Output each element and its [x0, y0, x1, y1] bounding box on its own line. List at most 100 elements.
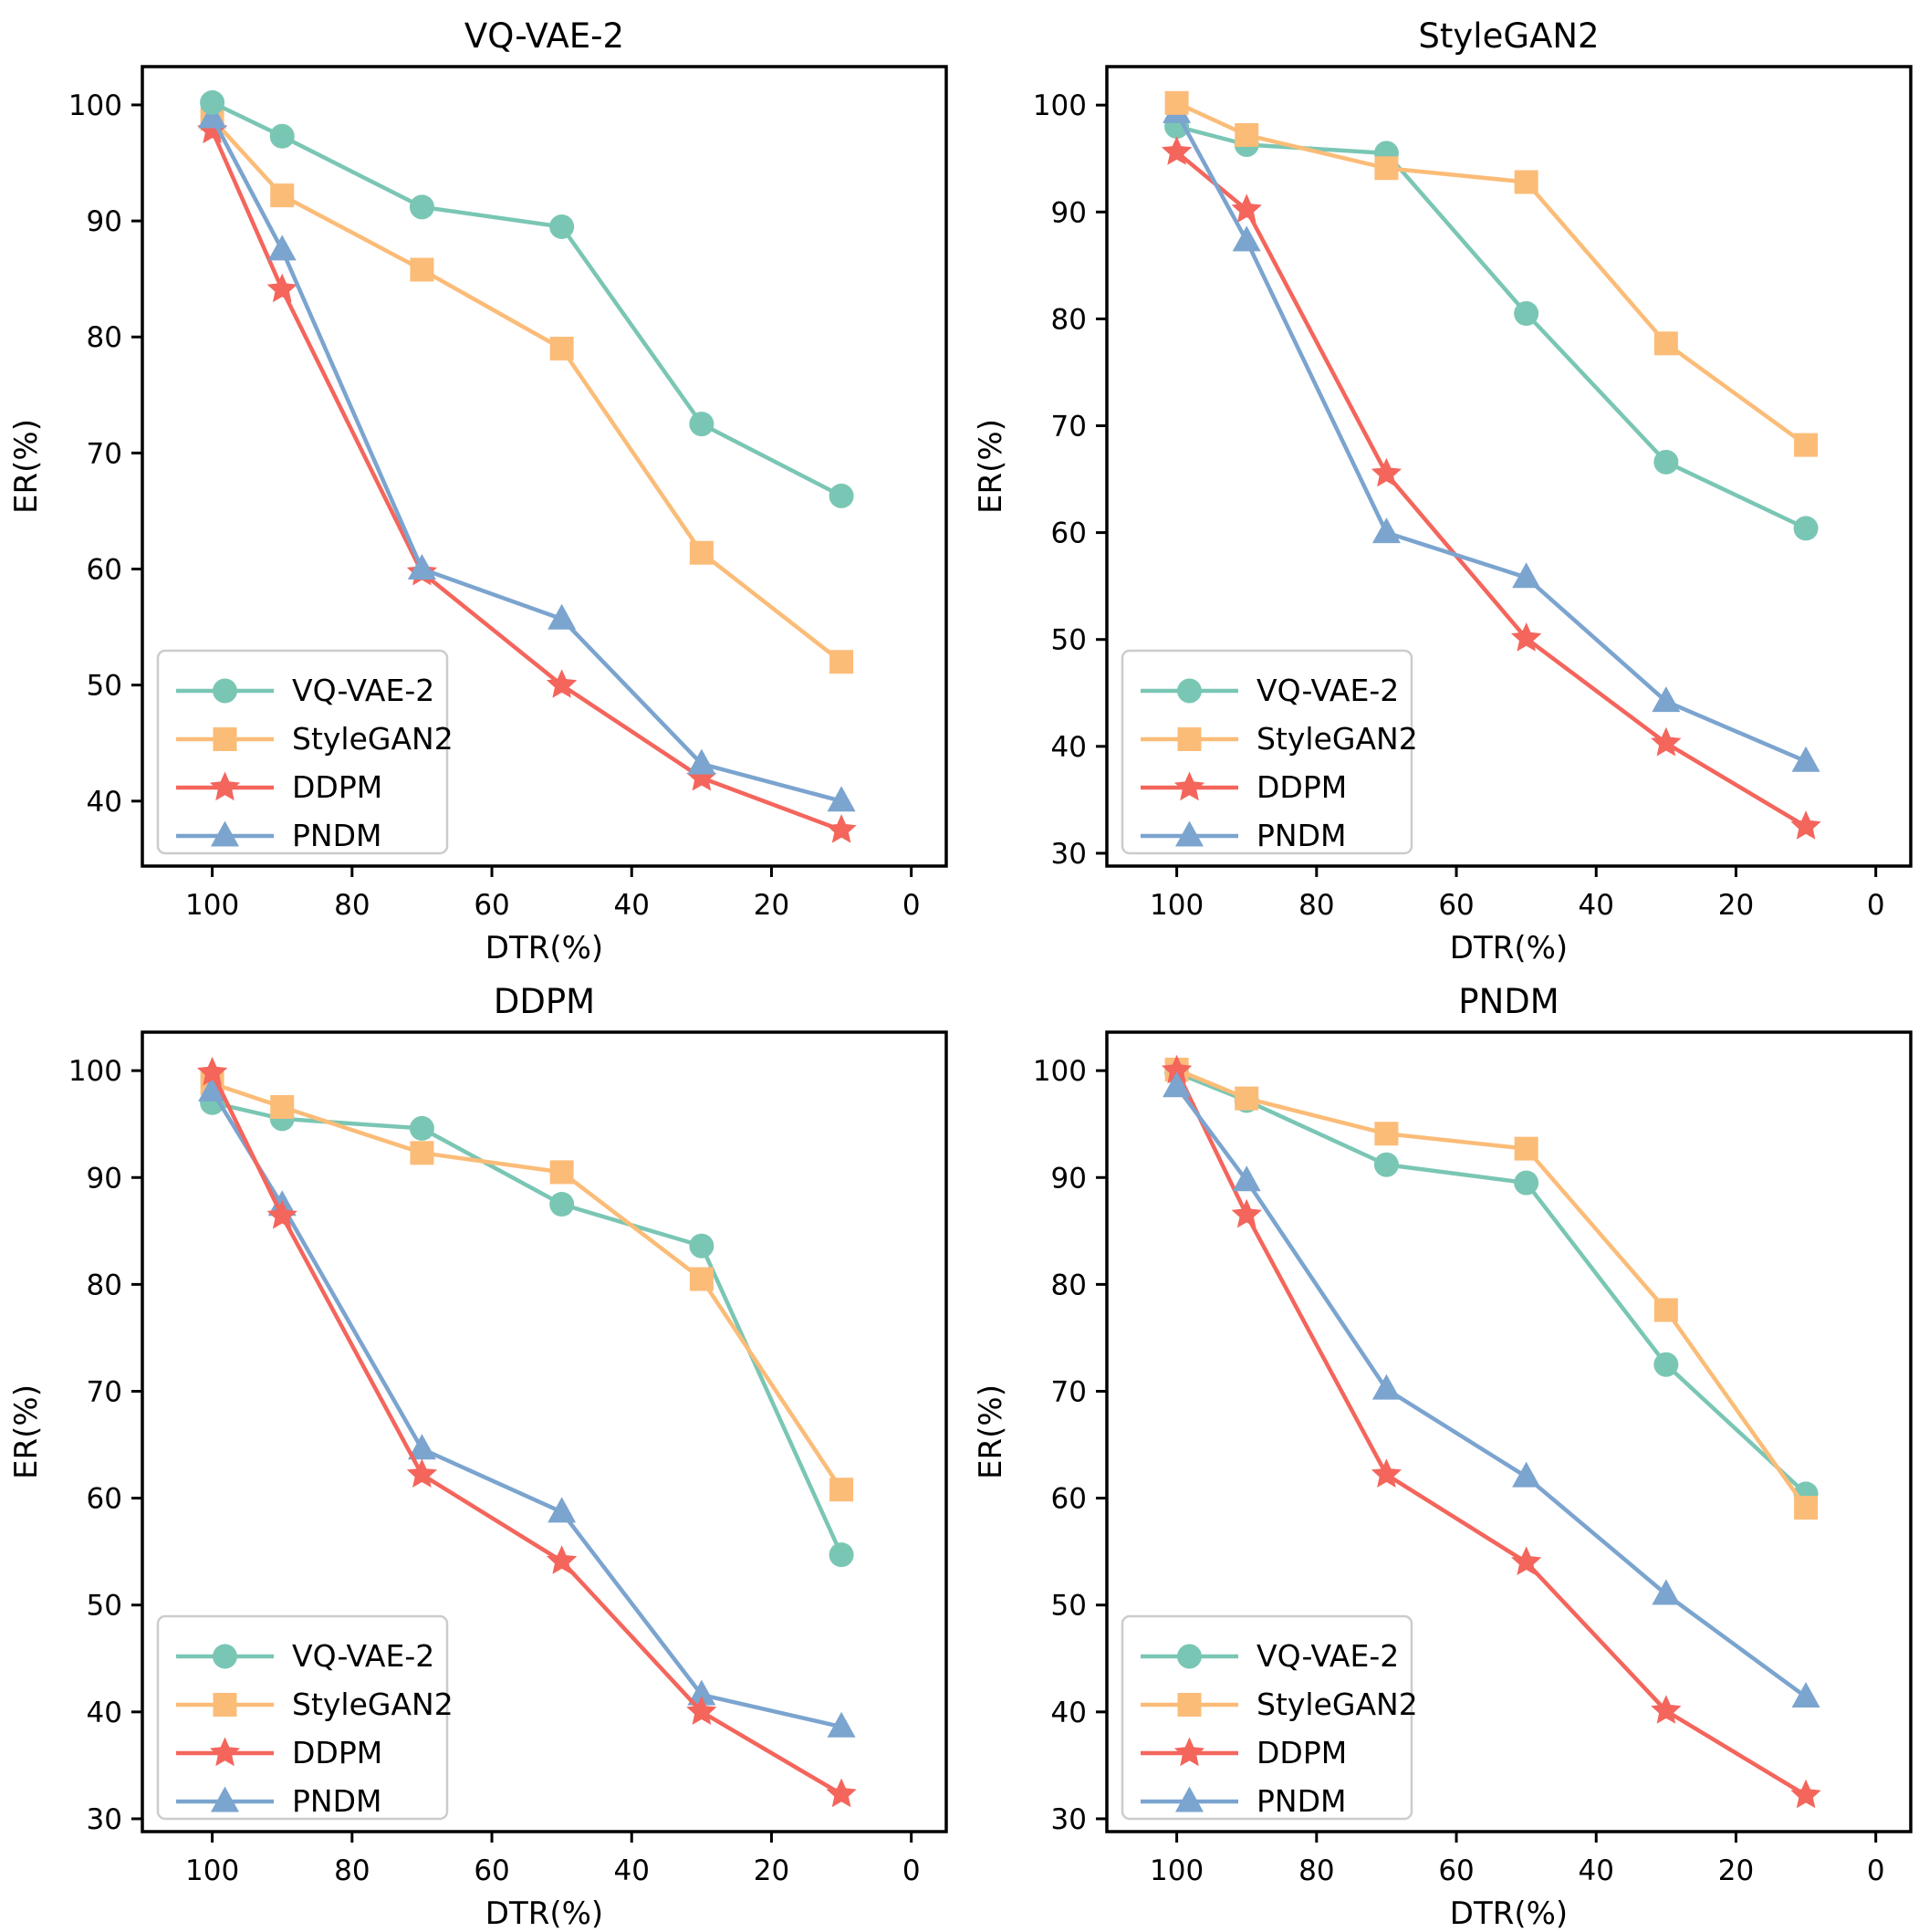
y-tick-label: 90 [87, 1162, 122, 1195]
series-marker-ddpm [826, 814, 857, 843]
x-axis-label: DTR(%) [485, 930, 603, 966]
series-marker-pndm [1512, 562, 1541, 589]
x-tick-label: 80 [334, 889, 370, 922]
series-marker-vq-vae-2 [200, 89, 225, 115]
series-marker-pndm [407, 1434, 436, 1460]
series-marker-vq-vae-2 [409, 194, 434, 220]
series-marker-stylegan2 [1514, 1136, 1538, 1161]
y-tick-label: 60 [87, 1483, 122, 1516]
chart-svg-vq-vae-2: 100 80 60 40 20 0 40 50 60 70 80 90 100 VQ-VAE-2 Style… [8, 16, 948, 966]
y-tick-label: 100 [68, 89, 122, 122]
legend-label-stylegan2: StyleGAN2 [1256, 1687, 1418, 1722]
legend-marker-vq-vae-2 [213, 678, 237, 704]
series-marker-stylegan2 [1653, 1298, 1678, 1322]
series-line-stylegan2 [210, 116, 844, 664]
series-line-vq-vae-2 [210, 1101, 844, 1557]
series-line-vq-vae-2 [210, 100, 844, 498]
series-marker-stylegan2 [1653, 331, 1678, 356]
series-line-pndm [210, 1089, 844, 1729]
series-marker-vq-vae-2 [549, 1192, 575, 1217]
y-tick-label: 60 [1051, 1483, 1087, 1516]
y-tick-label: 80 [87, 1269, 122, 1301]
series-marker-ddpm [1511, 1546, 1542, 1575]
series-marker-stylegan2 [1794, 1496, 1819, 1520]
series-marker-stylegan2 [1374, 156, 1399, 181]
series-marker-pndm [1512, 1461, 1541, 1488]
legend-label-ddpm: DDPM [292, 1735, 382, 1770]
legend-label-stylegan2: StyleGAN2 [1256, 721, 1418, 757]
series-marker-vq-vae-2 [829, 1542, 854, 1568]
series-line-stylegan2 [1174, 1067, 1809, 1510]
y-tick-label: 60 [1051, 517, 1087, 550]
series-marker-pndm [407, 554, 436, 580]
x-tick-label: 60 [474, 1854, 509, 1887]
x-tick-label: 40 [614, 889, 650, 922]
axes-frame [1105, 1030, 1913, 1833]
y-tick-label: 40 [1051, 731, 1087, 764]
y-tick-label: 90 [87, 205, 122, 238]
legend-label-pndm: PNDM [292, 1783, 381, 1819]
x-tick-label: 60 [474, 889, 509, 922]
x-tick-label: 100 [185, 889, 239, 922]
series-marker-vq-vae-2 [1793, 516, 1819, 541]
series-marker-pndm [547, 1497, 577, 1523]
y-tick-label: 70 [1051, 410, 1087, 443]
legend-marker-pndm [1175, 820, 1204, 847]
plot-title: StyleGAN2 [1418, 16, 1599, 56]
legend-marker-pndm [211, 820, 239, 847]
series-marker-ddpm [1231, 193, 1262, 224]
series-marker-vq-vae-2 [689, 412, 714, 437]
legend: VQ-VAE-2 StyleGAN2 DDPM PNDM [156, 649, 454, 855]
series-marker-stylegan2 [270, 183, 295, 208]
x-tick-label: 60 [1438, 889, 1474, 922]
y-axis-label: ER(%) [8, 1384, 45, 1479]
series-marker-vq-vae-2 [409, 1115, 434, 1141]
series-marker-pndm [1232, 225, 1261, 252]
legend-label-vq-vae-2: VQ-VAE-2 [292, 673, 434, 708]
x-tick-label: 40 [614, 1854, 650, 1887]
y-tick-label: 50 [1051, 624, 1087, 657]
series-marker-ddpm [1231, 1198, 1262, 1228]
series-marker-vq-vae-2 [549, 214, 575, 239]
series-marker-stylegan2 [549, 1160, 574, 1185]
chart-svg-ddpm: 100 80 60 40 20 0 30 40 50 60 70 80 90 100 VQ-VAE-2 Sty… [8, 982, 948, 1932]
series-marker-stylegan2 [1794, 433, 1819, 457]
series-marker-stylegan2 [829, 650, 854, 674]
x-tick-label: 20 [754, 1854, 789, 1887]
y-tick-label: 90 [1051, 196, 1087, 229]
series-marker-vq-vae-2 [1514, 1170, 1539, 1196]
series-marker-vq-vae-2 [829, 483, 854, 508]
series-marker-pndm [1652, 1579, 1681, 1605]
legend: VQ-VAE-2 StyleGAN2 DDPM PNDM [156, 1614, 454, 1821]
series-marker-ddpm [547, 669, 578, 698]
x-axis-label: DTR(%) [485, 1895, 603, 1932]
series-marker-ddpm [1371, 457, 1402, 487]
y-tick-label: 50 [87, 1590, 122, 1623]
series-marker-ddpm [1162, 1054, 1193, 1084]
x-tick-label: 20 [754, 889, 789, 922]
series-marker-pndm [198, 102, 227, 129]
y-tick-label: 60 [87, 554, 122, 587]
series-marker-ddpm [1790, 1779, 1821, 1809]
x-tick-label: 0 [902, 1854, 921, 1887]
y-axis-label: ER(%) [973, 1384, 1009, 1479]
legend-label-ddpm: DDPM [1256, 1735, 1347, 1770]
legend-marker-pndm [1175, 1786, 1204, 1812]
legend-label-pndm: PNDM [1256, 818, 1346, 853]
y-tick-label: 40 [87, 1697, 122, 1729]
series-marker-stylegan2 [1374, 1122, 1399, 1146]
series-marker-stylegan2 [1235, 1086, 1259, 1111]
legend-label-pndm: PNDM [1256, 1783, 1346, 1819]
series-marker-pndm [1232, 1165, 1261, 1192]
series-marker-ddpm [1651, 1695, 1682, 1724]
x-tick-label: 20 [1718, 1854, 1754, 1887]
y-tick-label: 50 [87, 670, 122, 703]
y-tick-label: 30 [1051, 1803, 1087, 1836]
series-marker-vq-vae-2 [1653, 1352, 1679, 1377]
x-tick-label: 0 [902, 889, 921, 922]
series-marker-pndm [1791, 746, 1820, 772]
series-marker-ddpm [197, 1057, 228, 1086]
y-tick-label: 80 [1051, 1269, 1087, 1301]
legend-marker-vq-vae-2 [1177, 678, 1202, 704]
y-tick-label: 30 [1051, 838, 1087, 871]
